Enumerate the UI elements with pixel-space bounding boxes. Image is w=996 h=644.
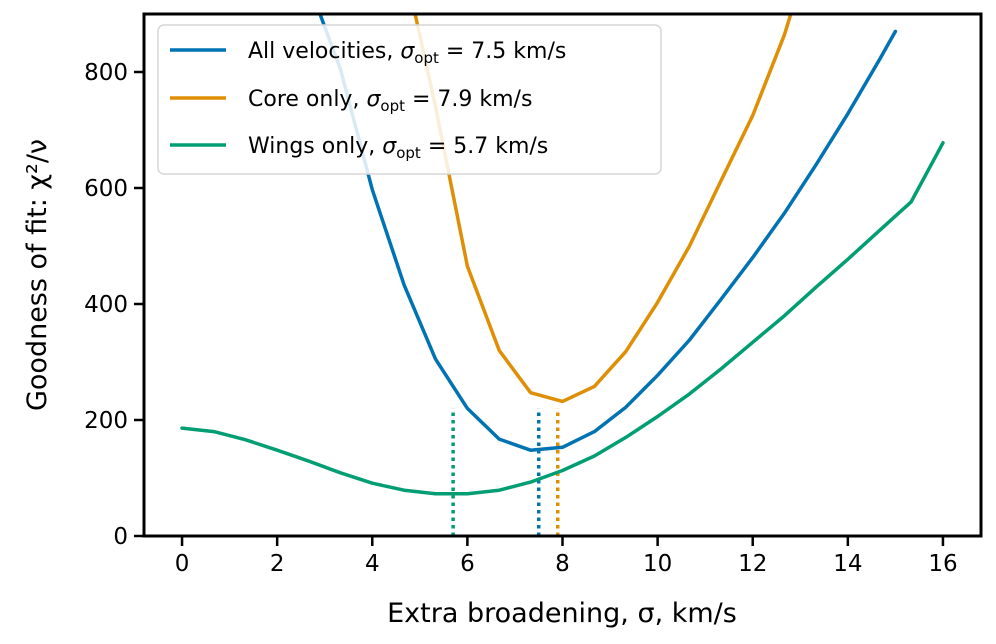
legend-box <box>157 24 662 175</box>
legend-entry-symbol: σ <box>366 87 381 112</box>
y-tick-label: 600 <box>84 176 128 202</box>
series-line-wings-only <box>180 141 945 496</box>
legend-entry-symbol: σ <box>400 39 415 64</box>
legend-entry-value: = 7.5 km/s <box>439 39 566 64</box>
legend-entry-label: Wings only, σopt = 5.7 km/s <box>248 134 548 162</box>
legend-entry-subscript: opt <box>396 144 421 162</box>
legend-entry-value: = 7.9 km/s <box>405 87 532 112</box>
y-tick-label: 0 <box>113 524 128 550</box>
x-tick-label: 4 <box>365 551 380 577</box>
y-axis-title: Goodness of fit: χ²/ν <box>22 139 53 411</box>
x-tick-label: 12 <box>738 551 767 577</box>
legend-entry-subscript: opt <box>414 49 439 67</box>
x-tick-label: 0 <box>175 551 190 577</box>
x-tick-label: 14 <box>833 551 862 577</box>
series-line-all-velocities <box>318 14 898 452</box>
x-tick-label: 16 <box>928 551 957 577</box>
legend-entry-value: = 5.7 km/s <box>421 134 548 159</box>
x-axis-title: Extra broadening, σ, km/s <box>387 598 737 629</box>
legend-entry-subscript: opt <box>380 97 405 115</box>
legend-entry-label: All velocities, σopt = 7.5 km/s <box>248 39 566 67</box>
legend-entry-symbol: σ <box>382 134 397 159</box>
optimum-markers <box>451 408 560 536</box>
x-tick-label: 10 <box>643 551 672 577</box>
y-tick-label: 800 <box>84 60 128 86</box>
y-tick-label: 200 <box>84 408 128 434</box>
axis-ticks: 0 2 4 6 8 10 12 14 16 0 200 400 600 800 <box>84 60 958 577</box>
x-tick-label: 6 <box>460 551 475 577</box>
x-tick-label: 2 <box>270 551 285 577</box>
legend-entry-prefix: Wings only, <box>248 134 382 159</box>
series-lines <box>180 14 945 496</box>
legend-entry-label: Core only, σopt = 7.9 km/s <box>248 87 532 115</box>
legend-entry-prefix: All velocities, <box>248 39 400 64</box>
legend-entry-prefix: Core only, <box>248 87 366 112</box>
x-tick-label: 8 <box>555 551 570 577</box>
series-line-core-only <box>413 14 793 404</box>
y-tick-label: 400 <box>84 292 128 318</box>
